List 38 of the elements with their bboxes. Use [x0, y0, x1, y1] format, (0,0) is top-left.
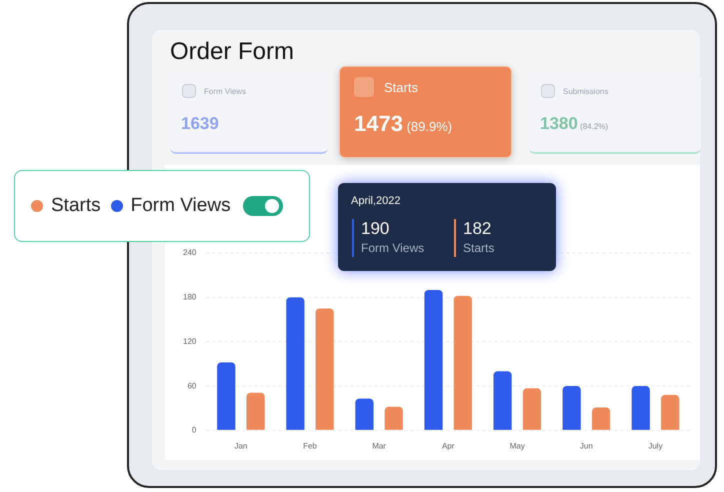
- x-tick-label: Feb: [303, 441, 318, 450]
- bar: [246, 392, 265, 430]
- y-tick-label: 120: [182, 336, 197, 346]
- text: 1639: [181, 114, 219, 133]
- y-tick-label: 0: [192, 426, 197, 435]
- x-tick-label: Mar: [372, 441, 386, 450]
- bar: [661, 394, 680, 430]
- text: Starts: [384, 80, 418, 95]
- text: Form Views: [204, 87, 246, 96]
- bar: [316, 308, 334, 430]
- y-tick-label: 60: [187, 381, 197, 390]
- text: (84.2%): [579, 122, 608, 131]
- tooltip-panel: April,2022 190 Form Views 182 Starts: [338, 183, 556, 271]
- text: 1473: [354, 111, 403, 136]
- bar: [592, 407, 610, 430]
- text: Submissions: [563, 87, 608, 96]
- legend-label: Form Views: [130, 195, 231, 217]
- text: 1380: [540, 114, 578, 133]
- bar: [522, 388, 542, 430]
- x-tick-label: Jan: [234, 441, 248, 450]
- bar: [384, 406, 403, 430]
- bar: [286, 297, 304, 430]
- y-tick-label: 240: [182, 248, 197, 258]
- y-tick-label: 180: [182, 292, 197, 302]
- bar: [424, 290, 443, 430]
- x-tick-label: Apr: [442, 441, 455, 450]
- bar: [217, 362, 236, 430]
- legend-label: Starts: [51, 195, 101, 217]
- x-tick-label: July: [648, 441, 663, 450]
- bar: [632, 386, 650, 430]
- x-tick-label: Jun: [580, 441, 593, 450]
- chart-title: Order Form: [170, 38, 294, 66]
- bar: [562, 386, 581, 430]
- text: (89.9%): [406, 119, 452, 134]
- bar: [493, 371, 512, 430]
- bar: [355, 398, 374, 430]
- bar: [454, 296, 472, 430]
- x-tick-label: May: [510, 441, 525, 450]
